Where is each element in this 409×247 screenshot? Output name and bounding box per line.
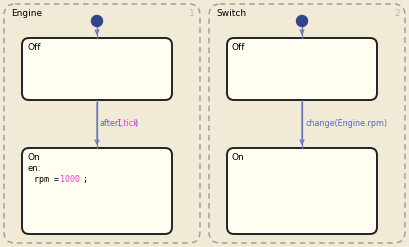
Text: Engine: Engine <box>11 9 42 18</box>
Text: after(: after( <box>100 119 122 127</box>
Text: Switch: Switch <box>216 9 246 18</box>
Text: en:: en: <box>27 164 40 173</box>
Text: On: On <box>232 153 245 162</box>
FancyBboxPatch shape <box>209 4 405 243</box>
FancyBboxPatch shape <box>227 148 377 234</box>
Circle shape <box>297 16 308 26</box>
Text: 2: 2 <box>394 9 400 18</box>
Text: rpm =: rpm = <box>34 175 64 184</box>
Text: ;: ; <box>82 175 87 184</box>
Text: Off: Off <box>232 43 245 52</box>
FancyBboxPatch shape <box>4 4 200 243</box>
FancyBboxPatch shape <box>22 148 172 234</box>
Text: change(Engine.rpm): change(Engine.rpm) <box>305 119 387 127</box>
Text: ): ) <box>134 119 137 127</box>
FancyBboxPatch shape <box>227 38 377 100</box>
Text: Off: Off <box>27 43 40 52</box>
Text: On: On <box>27 153 40 162</box>
Text: 1: 1 <box>189 9 195 18</box>
FancyBboxPatch shape <box>22 38 172 100</box>
Circle shape <box>92 16 103 26</box>
Text: 1000: 1000 <box>60 175 80 184</box>
Text: 1,tick: 1,tick <box>116 119 138 127</box>
